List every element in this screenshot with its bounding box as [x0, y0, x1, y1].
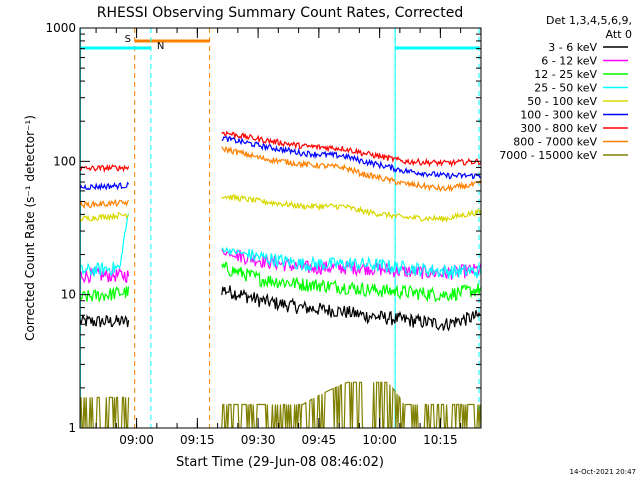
series-line-5-0	[80, 181, 130, 191]
series-line-7-0	[80, 198, 130, 210]
series-line-6-0	[80, 163, 130, 174]
y-tick-label: 10	[61, 288, 76, 302]
legend-label: 3 - 6 keV	[548, 41, 597, 54]
plot-frame	[79, 27, 482, 429]
legend-label: 50 - 100 keV	[527, 95, 597, 108]
series-line-5-1	[221, 135, 481, 180]
legend-label: 300 - 800 keV	[520, 122, 597, 135]
series-line-6-1	[221, 130, 481, 168]
series-line-0-1	[221, 285, 481, 332]
x-tick-label: 09:45	[302, 433, 337, 447]
timestamp: 14-Oct-2021 20:47	[570, 468, 636, 476]
series-line-7-1	[221, 145, 481, 193]
x-tick-label: 10:00	[362, 433, 397, 447]
series-line-1-0	[80, 266, 130, 285]
x-tick-label: 10:15	[423, 433, 458, 447]
series-line-8-1	[221, 381, 481, 428]
legend-label: 25 - 50 keV	[534, 82, 597, 95]
series-line-2-0	[80, 285, 130, 302]
series-line-4-0	[80, 212, 130, 222]
y-tick-label: 100	[53, 154, 76, 168]
y-tick-label: 1	[68, 421, 76, 435]
legend-header-1: Det 1,3,4,5,6,9,	[546, 14, 632, 27]
flag-label-S: S	[125, 34, 131, 45]
series-line-3-1	[221, 246, 481, 279]
legend-label: 7000 - 15000 keV	[499, 149, 597, 162]
x-tick-label: 09:15	[180, 433, 215, 447]
y-tick-label: 1000	[45, 21, 76, 35]
legend-label: 800 - 7000 keV	[513, 136, 597, 149]
legend-label: 100 - 300 keV	[520, 109, 597, 122]
chart-title: RHESSI Observing Summary Count Rates, Co…	[97, 5, 463, 21]
x-axis-label: Start Time (29-Jun-08 08:46:02)	[176, 455, 384, 470]
legend-label: 12 - 25 keV	[534, 68, 597, 81]
series-line-8-0	[80, 396, 130, 428]
series-line-2-1	[221, 260, 481, 303]
legend-label: 6 - 12 keV	[541, 55, 597, 68]
y-axis-label: Corrected Count Rate (s⁻¹ detector⁻¹)	[23, 115, 37, 341]
series-line-4-1	[221, 193, 481, 224]
flag-label-N: N	[157, 41, 164, 52]
series-line-3-0	[80, 213, 130, 277]
x-tick-label: 09:00	[119, 433, 154, 447]
series-line-0-0	[80, 313, 130, 328]
x-tick-label: 09:30	[241, 433, 276, 447]
legend-header-2: Att 0	[606, 28, 632, 41]
